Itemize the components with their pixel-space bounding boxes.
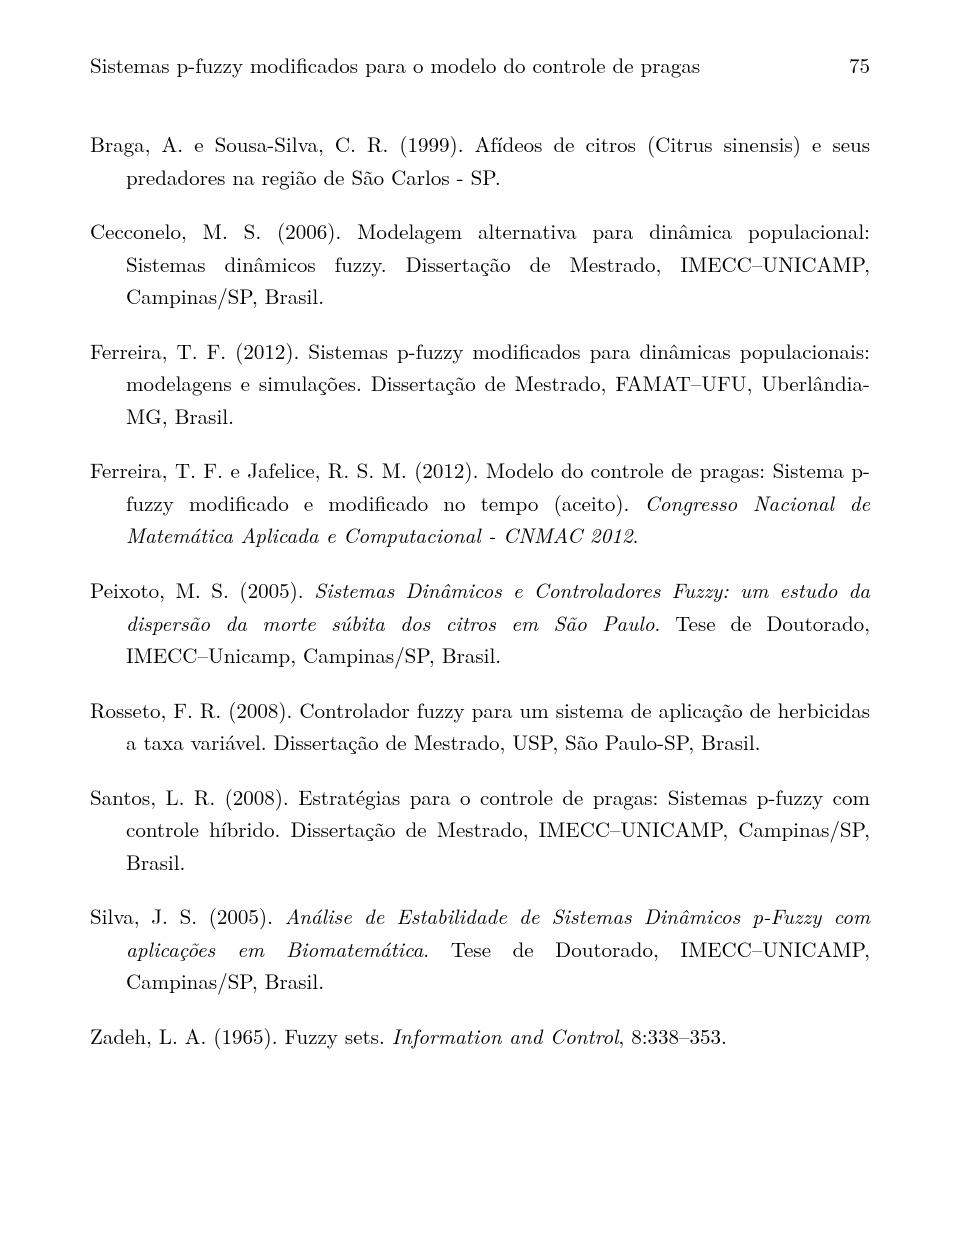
reference-text: Rosseto, F. R. (2008). Controlador fuzzy… [90, 695, 870, 758]
reference-item: Santos, L. R. (2008). Estratégias para o… [90, 781, 870, 879]
page: Sistemas p-fuzzy modificados para o mode… [0, 0, 960, 1235]
reference-text: , 8:338–353. [618, 1021, 727, 1051]
reference-item: Peixoto, M. S. (2005). Sistemas Dinâmico… [90, 574, 870, 672]
reference-item: Ferreira, T. F. e Jafelice, R. S. M. (20… [90, 454, 870, 552]
reference-text: Cecconelo, M. S. (2006). Modelagem alter… [90, 216, 870, 311]
reference-item: Silva, J. S. (2005). Análise de Estabili… [90, 900, 870, 998]
reference-text: Santos, L. R. (2008). Estratégias para o… [90, 782, 870, 877]
reference-text: Silva, J. S. (2005). [90, 901, 285, 931]
reference-text: Ferreira, T. F. (2012). Sistemas p-fuzzy… [90, 336, 870, 431]
reference-item: Ferreira, T. F. (2012). Sistemas p-fuzzy… [90, 335, 870, 433]
reference-item: Cecconelo, M. S. (2006). Modelagem alter… [90, 215, 870, 313]
reference-item: Rosseto, F. R. (2008). Controlador fuzzy… [90, 694, 870, 759]
reference-text: . [633, 520, 639, 550]
reference-italic: Information and Control [392, 1021, 619, 1051]
reference-item: Braga, A. e Sousa-Silva, C. R. (1999). A… [90, 128, 870, 193]
reference-text: Peixoto, M. S. (2005). [90, 575, 314, 605]
reference-item: Zadeh, L. A. (1965). Fuzzy sets. Informa… [90, 1020, 870, 1053]
page-number: 75 [820, 50, 870, 80]
running-head-title: Sistemas p-fuzzy modificados para o mode… [90, 50, 820, 80]
reference-text: Zadeh, L. A. (1965). Fuzzy sets. [90, 1021, 392, 1051]
reference-text: Braga, A. e Sousa-Silva, C. R. (1999). A… [90, 129, 870, 192]
running-head: Sistemas p-fuzzy modificados para o mode… [90, 50, 870, 80]
